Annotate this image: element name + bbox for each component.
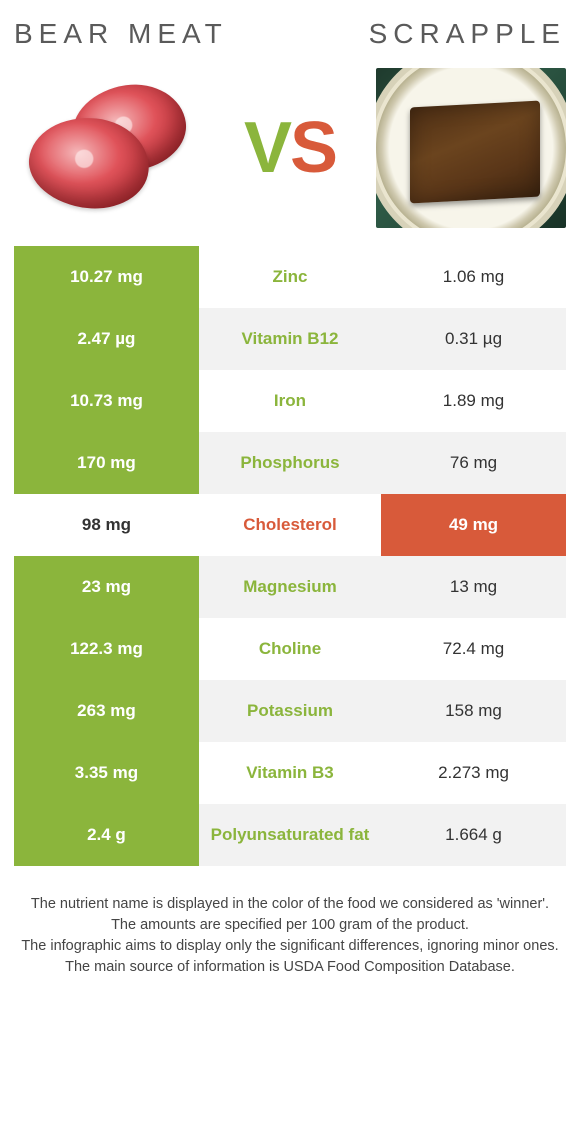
footer-line: The amounts are specified per 100 gram o…: [20, 915, 560, 936]
right-value: 1.664 g: [381, 804, 566, 866]
table-row: 10.27 mgZinc1.06 mg: [14, 246, 566, 308]
right-value: 1.89 mg: [381, 370, 566, 432]
right-value: 72.4 mg: [381, 618, 566, 680]
titles-row: Bear meat Scrapple: [14, 18, 566, 50]
nutrient-label: Vitamin B3: [199, 742, 381, 804]
right-value: 158 mg: [381, 680, 566, 742]
right-food-image: [376, 68, 566, 228]
right-value: 49 mg: [381, 494, 566, 556]
footer-notes: The nutrient name is displayed in the co…: [14, 894, 566, 978]
table-row: 170 mgPhosphorus76 mg: [14, 432, 566, 494]
nutrient-label: Zinc: [199, 246, 381, 308]
right-food-title: Scrapple: [369, 18, 566, 50]
table-row: 98 mgCholesterol49 mg: [14, 494, 566, 556]
nutrient-label: Choline: [199, 618, 381, 680]
table-row: 263 mgPotassium158 mg: [14, 680, 566, 742]
left-value: 3.35 mg: [14, 742, 199, 804]
left-value: 23 mg: [14, 556, 199, 618]
table-row: 2.47 µgVitamin B120.31 µg: [14, 308, 566, 370]
nutrient-label: Iron: [199, 370, 381, 432]
nutrient-label: Vitamin B12: [199, 308, 381, 370]
right-value: 76 mg: [381, 432, 566, 494]
table-row: 3.35 mgVitamin B32.273 mg: [14, 742, 566, 804]
vs-s: S: [290, 108, 336, 188]
right-value: 13 mg: [381, 556, 566, 618]
table-row: 122.3 mgCholine72.4 mg: [14, 618, 566, 680]
left-value: 10.73 mg: [14, 370, 199, 432]
footer-line: The main source of information is USDA F…: [20, 957, 560, 978]
right-value: 1.06 mg: [381, 246, 566, 308]
footer-line: The infographic aims to display only the…: [20, 936, 560, 957]
table-row: 10.73 mgIron1.89 mg: [14, 370, 566, 432]
left-value: 10.27 mg: [14, 246, 199, 308]
table-row: 2.4 gPolyunsaturated fat1.664 g: [14, 804, 566, 866]
nutrient-label: Magnesium: [199, 556, 381, 618]
left-value: 2.4 g: [14, 804, 199, 866]
nutrient-label: Phosphorus: [199, 432, 381, 494]
nutrient-label: Potassium: [199, 680, 381, 742]
footer-line: The nutrient name is displayed in the co…: [20, 894, 560, 915]
left-value: 263 mg: [14, 680, 199, 742]
vs-label: VS: [244, 107, 336, 189]
left-food-title: Bear meat: [14, 18, 228, 50]
image-vs-row: VS: [14, 68, 566, 228]
left-value: 2.47 µg: [14, 308, 199, 370]
left-value: 122.3 mg: [14, 618, 199, 680]
table-row: 23 mgMagnesium13 mg: [14, 556, 566, 618]
left-value: 170 mg: [14, 432, 199, 494]
comparison-table: 10.27 mgZinc1.06 mg2.47 µgVitamin B120.3…: [14, 246, 566, 866]
right-value: 0.31 µg: [381, 308, 566, 370]
left-food-image: [14, 68, 204, 228]
right-value: 2.273 mg: [381, 742, 566, 804]
left-value: 98 mg: [14, 494, 199, 556]
vs-v: V: [244, 108, 290, 188]
nutrient-label: Polyunsaturated fat: [199, 804, 381, 866]
nutrient-label: Cholesterol: [199, 494, 381, 556]
